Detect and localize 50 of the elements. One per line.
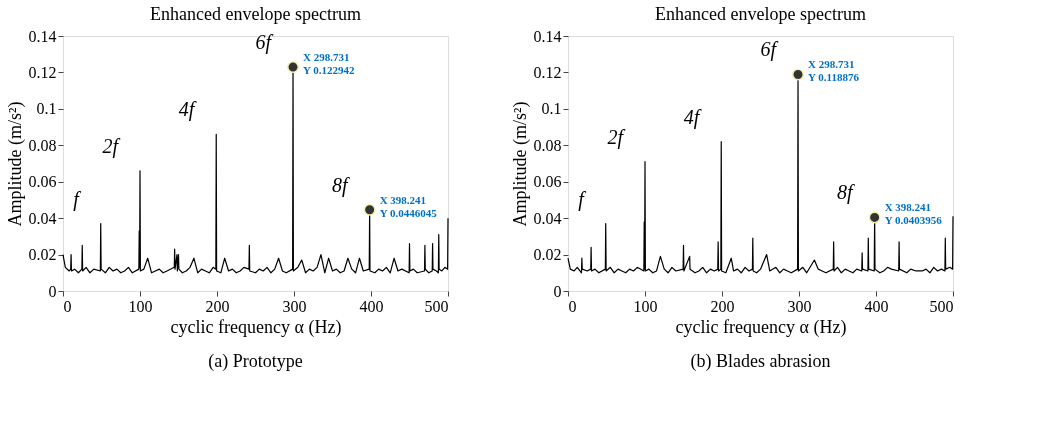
data-label: X 298.731 Y 0.118876 — [808, 58, 860, 84]
chart-title: Enhanced envelope spectrum — [655, 4, 866, 24]
x-tick-label: 0 — [63, 297, 72, 315]
data-label: X 398.241 Y 0.0446045 — [379, 193, 438, 219]
y-tick-label: 0.1 — [541, 100, 562, 118]
y-tick-label: 0.1 — [36, 100, 57, 118]
annotation: 8f — [837, 181, 856, 205]
text: (a) Prototype — [208, 351, 303, 372]
y-tick-label: 0.02 — [28, 246, 57, 264]
x-tick-label: 400 — [864, 297, 889, 315]
x-tick-label: 0 — [568, 297, 577, 315]
y-tick-label: 0.06 — [533, 173, 562, 191]
y-tick-label: 0 — [553, 282, 562, 300]
y-tick-label: 0.04 — [533, 209, 562, 227]
chart-title: Enhanced envelope spectrum — [150, 4, 361, 24]
x-axis-title: cyclic frequency α (Hz) — [170, 316, 342, 338]
x-tick-label: 100 — [128, 297, 153, 315]
annotation: 6f — [760, 38, 779, 62]
data-label: X 398.241 Y 0.0403956 — [884, 201, 943, 227]
annotation: 6f — [255, 31, 274, 55]
y-tick-label: 0 — [48, 282, 57, 300]
y-tick-label: 0.14 — [28, 27, 57, 45]
y-tick-label: 0.14 — [533, 27, 562, 45]
y-tick-label: 0.04 — [28, 209, 57, 227]
annotation: 4f — [683, 105, 702, 129]
x-tick-label: 500 — [424, 297, 449, 315]
annotation: 4f — [178, 98, 197, 122]
y-tick-label: 0.08 — [28, 136, 57, 154]
y-tick-label: 0.02 — [533, 246, 562, 264]
x-tick-label: 300 — [282, 297, 307, 315]
x-tick-label: 200 — [710, 297, 735, 315]
x-tick-label: 300 — [787, 297, 812, 315]
y-tick-label: 0.06 — [28, 173, 57, 191]
y-axis-title: Amplitude (m/s²) — [4, 101, 26, 227]
y-tick-label: 0.12 — [533, 63, 562, 81]
y-tick-label: 0.12 — [28, 63, 57, 81]
x-axis-title: cyclic frequency α (Hz) — [675, 316, 847, 338]
annotation: f — [578, 187, 587, 211]
x-tick-label: 400 — [359, 297, 384, 315]
annotation: 8f — [332, 173, 351, 197]
annotation: 2f — [102, 134, 121, 158]
x-tick-label: 100 — [633, 297, 658, 315]
annotation: f — [73, 187, 82, 211]
data-label: X 298.731 Y 0.122942 — [303, 51, 356, 77]
text: (b) Blades abrasion — [690, 351, 831, 372]
x-tick-label: 500 — [929, 297, 954, 315]
annotation: 2f — [607, 125, 626, 149]
x-tick-label: 200 — [205, 297, 230, 315]
y-axis-title: Amplitude (m/s²) — [509, 101, 531, 227]
y-tick-label: 0.08 — [533, 136, 562, 154]
